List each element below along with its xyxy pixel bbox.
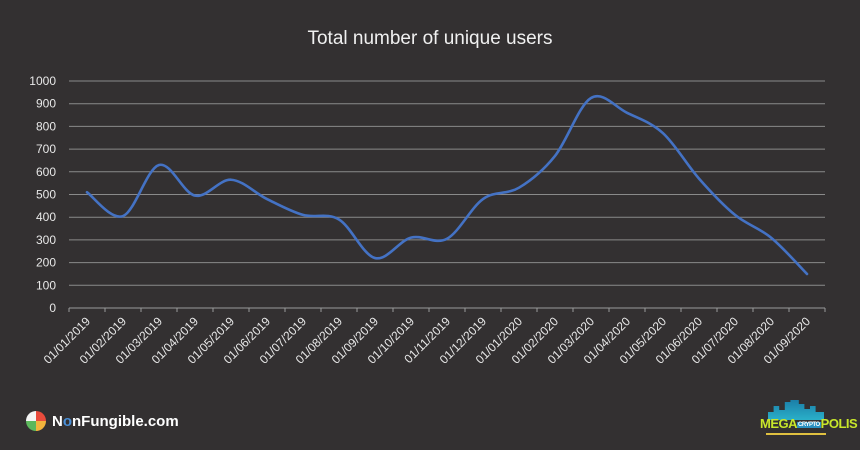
- y-tick-label: 600: [36, 165, 56, 179]
- y-tick-label: 900: [36, 97, 56, 111]
- y-tick-label: 800: [36, 119, 56, 133]
- y-tick-label: 500: [36, 188, 56, 202]
- x-axis: 01/01/201901/02/201901/03/201901/04/2019…: [41, 307, 826, 367]
- nonfungible-logo-icon: [26, 411, 46, 431]
- y-tick-label: 300: [36, 233, 56, 247]
- megacryptopolis-logo: MEGACRYPTOPOLIS: [760, 400, 858, 442]
- y-tick-label: 700: [36, 142, 56, 156]
- y-tick-label: 0: [49, 301, 56, 315]
- y-tick-label: 1000: [29, 74, 56, 88]
- y-tick-label: 100: [36, 278, 56, 292]
- y-axis-labels: 0 100 200 300 400 500 600 700 800 900 1000: [29, 74, 56, 315]
- y-tick-label: 200: [36, 256, 56, 270]
- y-tick-label: 400: [36, 210, 56, 224]
- data-line-unique-users: [85, 95, 809, 276]
- nonfungible-logo: NonFungible.com: [26, 411, 179, 431]
- chart-title: Total number of unique users: [307, 28, 553, 49]
- gridlines: [69, 80, 825, 286]
- line-chart: 0 100 200 300 400 500 600 700 800 900 1000 01/01/2…: [29, 74, 826, 367]
